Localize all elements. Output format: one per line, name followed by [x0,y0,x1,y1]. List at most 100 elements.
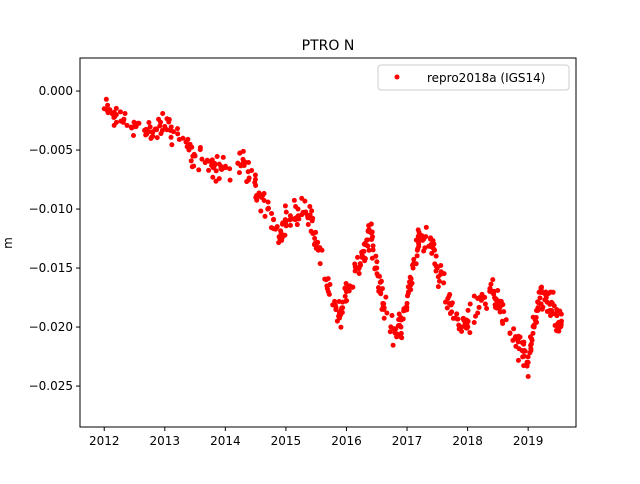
legend-marker [394,74,400,80]
data-point [433,253,439,259]
data-point [530,330,536,336]
data-point [261,197,267,203]
data-point [295,213,301,219]
data-point [227,177,233,183]
data-point [538,285,544,291]
data-point [431,246,437,252]
data-point [278,230,284,236]
data-point [236,170,242,176]
data-point [355,254,361,260]
data-point [381,306,387,312]
data-point [538,301,544,307]
data-point [187,141,193,147]
data-point [479,291,485,297]
data-point [122,110,128,116]
data-point [113,112,119,118]
data-point [103,96,109,102]
data-point [521,341,527,347]
legend-box [377,64,570,91]
y-tick-label: 0.000 [39,84,73,98]
data-point [532,317,538,323]
data-point [282,203,288,209]
data-point [375,285,381,291]
data-point [384,310,390,316]
data-point [513,334,519,340]
data-point [130,132,136,138]
data-point [515,357,521,363]
y-tick-label: −0.005 [29,143,73,157]
data-point [309,218,315,224]
x-tick-label: 2015 [271,434,302,448]
data-point [378,290,384,296]
data-point [303,210,309,216]
data-point [227,166,233,172]
data-point [202,160,208,166]
data-point [538,289,544,295]
data-point [175,131,181,137]
data-point [368,221,374,227]
data-point [310,231,316,237]
data-point [245,169,251,175]
data-point [168,124,174,130]
data-point [496,298,502,304]
data-point [309,208,315,214]
data-point [105,102,111,108]
data-point [387,329,393,335]
y-tick-label: −0.020 [29,320,73,334]
data-point [197,147,203,153]
data-point [396,311,402,317]
x-axis-ticks: 2012 2013 2014 2015 2016 2017 2018 2019 [89,427,543,448]
data-point [467,301,473,307]
data-point [407,274,413,280]
data-point [500,302,506,308]
data-point [436,278,442,284]
data-point [369,229,375,235]
data-point [525,354,531,360]
data-point [499,318,505,324]
data-point [488,281,494,287]
data-point [206,167,212,173]
data-point [419,233,425,239]
data-point [244,179,250,185]
data-point [410,265,416,271]
data-point [146,119,152,125]
data-point [489,290,495,296]
data-point [156,116,162,122]
data-point [366,247,372,253]
data-point [442,299,448,305]
data-point [525,374,531,380]
data-point [352,268,358,274]
data-point [362,258,368,264]
data-point [269,210,275,216]
data-point [438,269,444,275]
data-point [435,274,441,280]
data-point [482,301,488,307]
data-point [373,253,379,259]
data-point [556,328,562,334]
data-point [185,136,191,142]
data-point [317,261,323,267]
data-point [136,120,142,126]
data-point [435,284,441,290]
data-point [467,330,473,336]
data-point [253,182,259,188]
data-point [402,307,408,313]
data-point [411,260,417,266]
legend-label: repro2018a (IGS14) [427,71,545,85]
data-point [344,298,350,304]
data-point [398,324,404,330]
data-point [196,167,202,173]
y-tick-label: −0.010 [29,202,73,216]
data-point [150,133,156,139]
data-point [147,124,153,130]
data-point [444,305,450,311]
data-point [157,123,163,129]
data-point [307,203,313,209]
data-point [496,304,502,310]
data-point [465,324,471,330]
data-point [550,289,556,295]
data-point [411,256,417,262]
data-point [330,302,336,308]
data-point [527,350,533,356]
